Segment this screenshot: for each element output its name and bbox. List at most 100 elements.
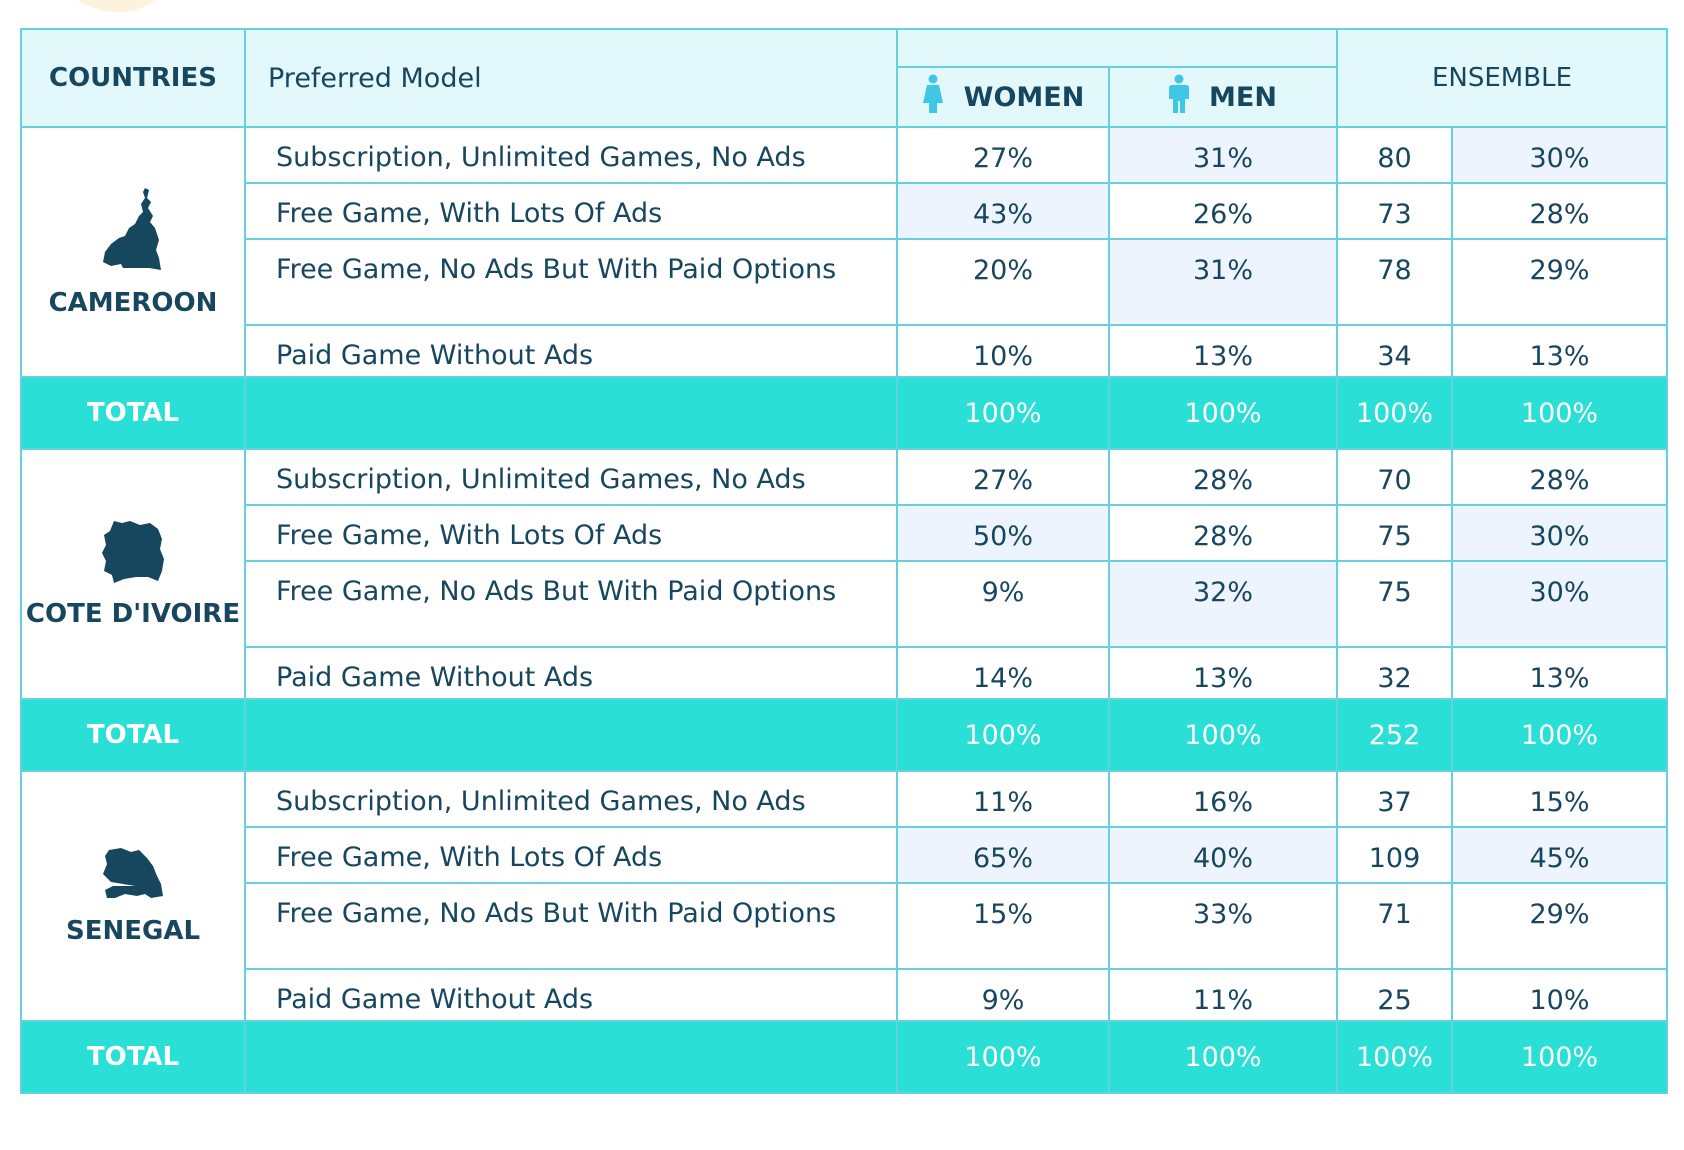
model-cell: Free Game, No Ads But With Paid Options	[244, 238, 898, 326]
man-icon	[1169, 74, 1190, 121]
senegal-map-icon	[22, 846, 244, 902]
count-value: 75	[1336, 504, 1453, 562]
total-row: TOTAL 100% 100% 100% 100%	[20, 376, 1668, 450]
count-value: 80	[1336, 126, 1453, 184]
men-value: 28%	[1108, 448, 1338, 506]
pct-value: 28%	[1451, 448, 1668, 506]
total-women: 100%	[896, 698, 1110, 772]
count-value: 73	[1336, 182, 1453, 240]
country-cell: COTE D'IVOIRE	[20, 448, 246, 700]
men-value: 31%	[1108, 126, 1338, 184]
model-cell: Free Game, With Lots Of Ads	[244, 182, 898, 240]
men-value: 33%	[1108, 882, 1338, 970]
header-women: WOMEN	[896, 66, 1110, 128]
table-row: Free Game, No Ads But With Paid Options 9…	[21, 560, 1668, 648]
men-value: 16%	[1108, 770, 1338, 828]
table-row: Free Game, With Lots Of Ads 43% 26% 73 28%	[21, 182, 1668, 240]
count-value: 109	[1336, 826, 1453, 884]
cameroon-map-icon	[22, 186, 244, 274]
header-men: MEN	[1108, 66, 1338, 128]
men-value: 13%	[1108, 646, 1338, 700]
header-men-label: MEN	[1209, 81, 1277, 113]
women-value: 43%	[896, 182, 1110, 240]
model-cell: Free Game, No Ads But With Paid Options	[244, 882, 898, 970]
country-name: SENEGAL	[65, 916, 201, 946]
total-blank	[244, 1020, 898, 1094]
pct-value: 30%	[1451, 126, 1668, 184]
men-value: 40%	[1108, 826, 1338, 884]
cote-divoire-map-icon	[22, 519, 244, 585]
men-value: 28%	[1108, 504, 1338, 562]
women-value: 15%	[896, 882, 1110, 970]
count-value: 78	[1336, 238, 1453, 326]
table-row: Free Game, With Lots Of Ads 65% 40% 109 45%	[21, 826, 1668, 884]
pct-value: 45%	[1451, 826, 1668, 884]
table-row: Paid Game Without Ads 10% 13% 34 13%	[21, 324, 1668, 378]
pct-value: 28%	[1451, 182, 1668, 240]
women-value: 9%	[896, 968, 1110, 1022]
count-value: 25	[1336, 968, 1453, 1022]
women-value: 65%	[896, 826, 1110, 884]
country-name: CAMEROON	[48, 288, 218, 318]
women-value: 11%	[896, 770, 1110, 828]
count-value: 71	[1336, 882, 1453, 970]
table-row: Free Game, With Lots Of Ads 50% 28% 75 30%	[21, 504, 1668, 562]
women-value: 10%	[896, 324, 1110, 378]
country-cell: CAMEROON	[20, 126, 246, 378]
men-value: 32%	[1108, 560, 1338, 648]
men-value: 13%	[1108, 324, 1338, 378]
women-value: 27%	[896, 448, 1110, 506]
pct-value: 29%	[1451, 238, 1668, 326]
total-blank	[244, 376, 898, 450]
total-pct: 100%	[1451, 1020, 1668, 1094]
men-value: 26%	[1108, 182, 1338, 240]
total-women: 100%	[896, 1020, 1110, 1094]
total-count: 100%	[1336, 376, 1453, 450]
model-cell: Subscription, Unlimited Games, No Ads	[244, 770, 898, 828]
total-label: TOTAL	[20, 376, 246, 450]
total-men: 100%	[1108, 1020, 1338, 1094]
table-body: CAMEROON Subscription, Unlimited Games, N…	[20, 126, 1668, 1094]
woman-icon	[922, 74, 944, 121]
women-value: 50%	[896, 504, 1110, 562]
model-cell: Paid Game Without Ads	[244, 968, 898, 1022]
total-men: 100%	[1108, 376, 1338, 450]
total-row: TOTAL 100% 100% 100% 100%	[20, 1020, 1668, 1094]
count-value: 37	[1336, 770, 1453, 828]
model-cell: Paid Game Without Ads	[244, 324, 898, 378]
table-row: Free Game, No Ads But With Paid Options 2…	[21, 238, 1668, 326]
pct-value: 29%	[1451, 882, 1668, 970]
table-row: CAMEROON Subscription, Unlimited Games, N…	[20, 126, 1668, 378]
count-value: 70	[1336, 448, 1453, 506]
pct-value: 15%	[1451, 770, 1668, 828]
total-count: 100%	[1336, 1020, 1453, 1094]
total-blank	[244, 698, 898, 772]
table-row: Free Game, No Ads But With Paid Options 1…	[21, 882, 1668, 970]
count-value: 75	[1336, 560, 1453, 648]
model-cell: Free Game, With Lots Of Ads	[244, 826, 898, 884]
country-name: COTE D'IVOIRE	[25, 599, 241, 629]
header-countries: COUNTRIES	[20, 28, 246, 128]
total-men: 100%	[1108, 698, 1338, 772]
total-pct: 100%	[1451, 376, 1668, 450]
model-cell: Subscription, Unlimited Games, No Ads	[244, 126, 898, 184]
pct-value: 30%	[1451, 560, 1668, 648]
pct-value: 30%	[1451, 504, 1668, 562]
count-value: 34	[1336, 324, 1453, 378]
women-value: 14%	[896, 646, 1110, 700]
total-label: TOTAL	[20, 1020, 246, 1094]
header-gender-group	[896, 28, 1338, 68]
model-cell: Subscription, Unlimited Games, No Ads	[244, 448, 898, 506]
total-count: 252	[1336, 698, 1453, 772]
preferred-model-table: COUNTRIES Preferred Model ENSEMBLE WOMEN	[20, 28, 1668, 1094]
table-row: COTE D'IVOIRE Subscription, Unlimited Gam…	[20, 448, 1668, 700]
total-label: TOTAL	[20, 698, 246, 772]
table-row: SENEGAL Subscription, Unlimited Games, No…	[20, 770, 1668, 1022]
table-row: Paid Game Without Ads 14% 13% 32 13%	[21, 646, 1668, 700]
model-cell: Paid Game Without Ads	[244, 646, 898, 700]
decorative-blob	[62, 0, 172, 12]
count-value: 32	[1336, 646, 1453, 700]
pct-value: 10%	[1451, 968, 1668, 1022]
pct-value: 13%	[1451, 324, 1668, 378]
women-value: 9%	[896, 560, 1110, 648]
